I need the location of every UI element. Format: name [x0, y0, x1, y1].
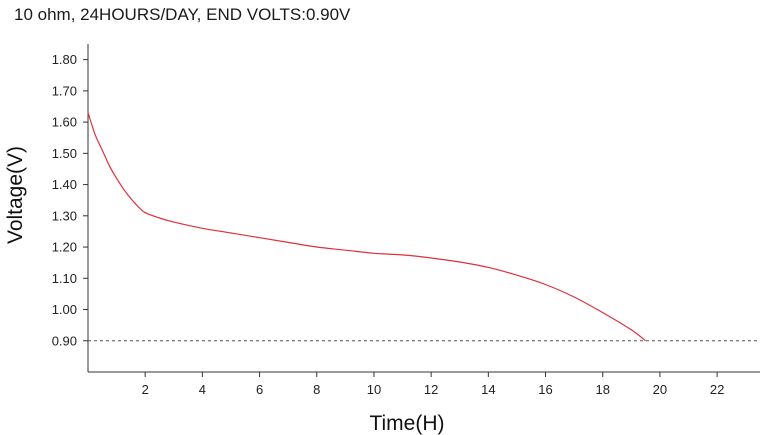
y-tick-label: 1.50	[52, 146, 77, 161]
y-tick-label: 1.40	[52, 177, 77, 192]
discharge-curve-line	[87, 112, 646, 342]
y-tick-label: 1.20	[52, 240, 77, 255]
x-tick-label: 2	[142, 382, 149, 397]
y-tick-label: 0.90	[52, 333, 77, 348]
x-tick-label: 16	[538, 382, 552, 397]
y-tick-label: 1.70	[52, 83, 77, 98]
x-tick-label: 8	[313, 382, 320, 397]
y-tick-label: 1.60	[52, 115, 77, 130]
y-tick-label: 1.30	[52, 208, 77, 223]
y-tick-label: 1.00	[52, 302, 77, 317]
x-tick-label: 22	[710, 382, 724, 397]
axes	[87, 44, 760, 373]
series-group	[87, 112, 646, 342]
x-ticks: 2 4 6 8 10 12 14 16 18 20 22	[142, 372, 724, 397]
x-tick-label: 20	[653, 382, 667, 397]
x-tick-label: 4	[199, 382, 206, 397]
x-tick-label: 10	[367, 382, 381, 397]
chart-title: 10 ohm, 24HOURS/DAY, END VOLTS:0.90V	[14, 5, 351, 24]
y-axis-label: Voltage(V)	[4, 146, 27, 244]
x-axis-label: Time(H)	[369, 412, 444, 435]
y-tick-label: 1.10	[52, 271, 77, 286]
x-tick-label: 18	[595, 382, 609, 397]
y-tick-label: 1.80	[52, 52, 77, 67]
x-tick-label: 12	[424, 382, 438, 397]
x-tick-label: 6	[256, 382, 263, 397]
x-tick-label: 14	[481, 382, 495, 397]
y-ticks: 0.90 1.00 1.10 1.20 1.30 1.40 1.50 1.60 1.70 1.80	[52, 52, 88, 348]
